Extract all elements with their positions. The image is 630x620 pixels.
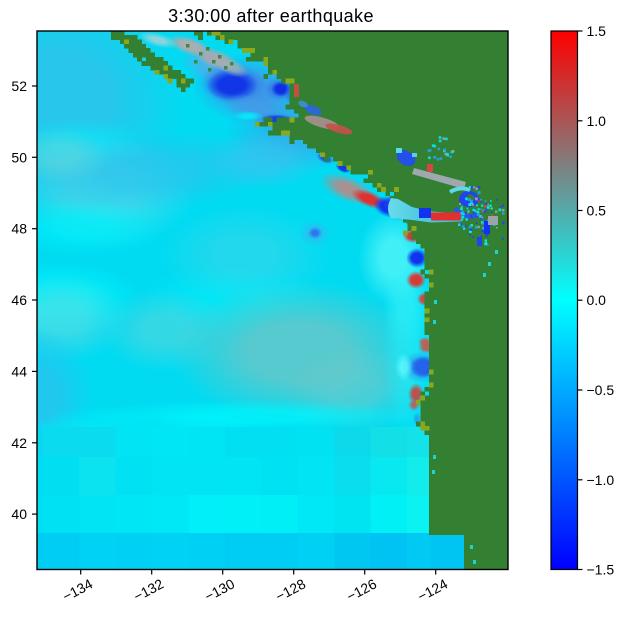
svg-text:0.0: 0.0 [587,292,607,308]
svg-text:42: 42 [11,435,27,451]
svg-text:48: 48 [11,221,27,237]
svg-text:−1.5: −1.5 [587,562,615,578]
svg-text:−0.5: −0.5 [587,382,615,398]
svg-text:46: 46 [11,292,27,308]
svg-text:44: 44 [11,363,27,379]
svg-text:3:30:00 after earthquake: 3:30:00 after earthquake [168,6,374,26]
svg-text:1.5: 1.5 [587,23,607,39]
svg-text:40: 40 [11,506,27,522]
svg-text:52: 52 [11,78,27,94]
svg-text:1.0: 1.0 [587,113,607,129]
svg-text:−1.0: −1.0 [587,472,615,488]
svg-text:0.5: 0.5 [587,203,607,219]
svg-text:50: 50 [11,149,27,165]
